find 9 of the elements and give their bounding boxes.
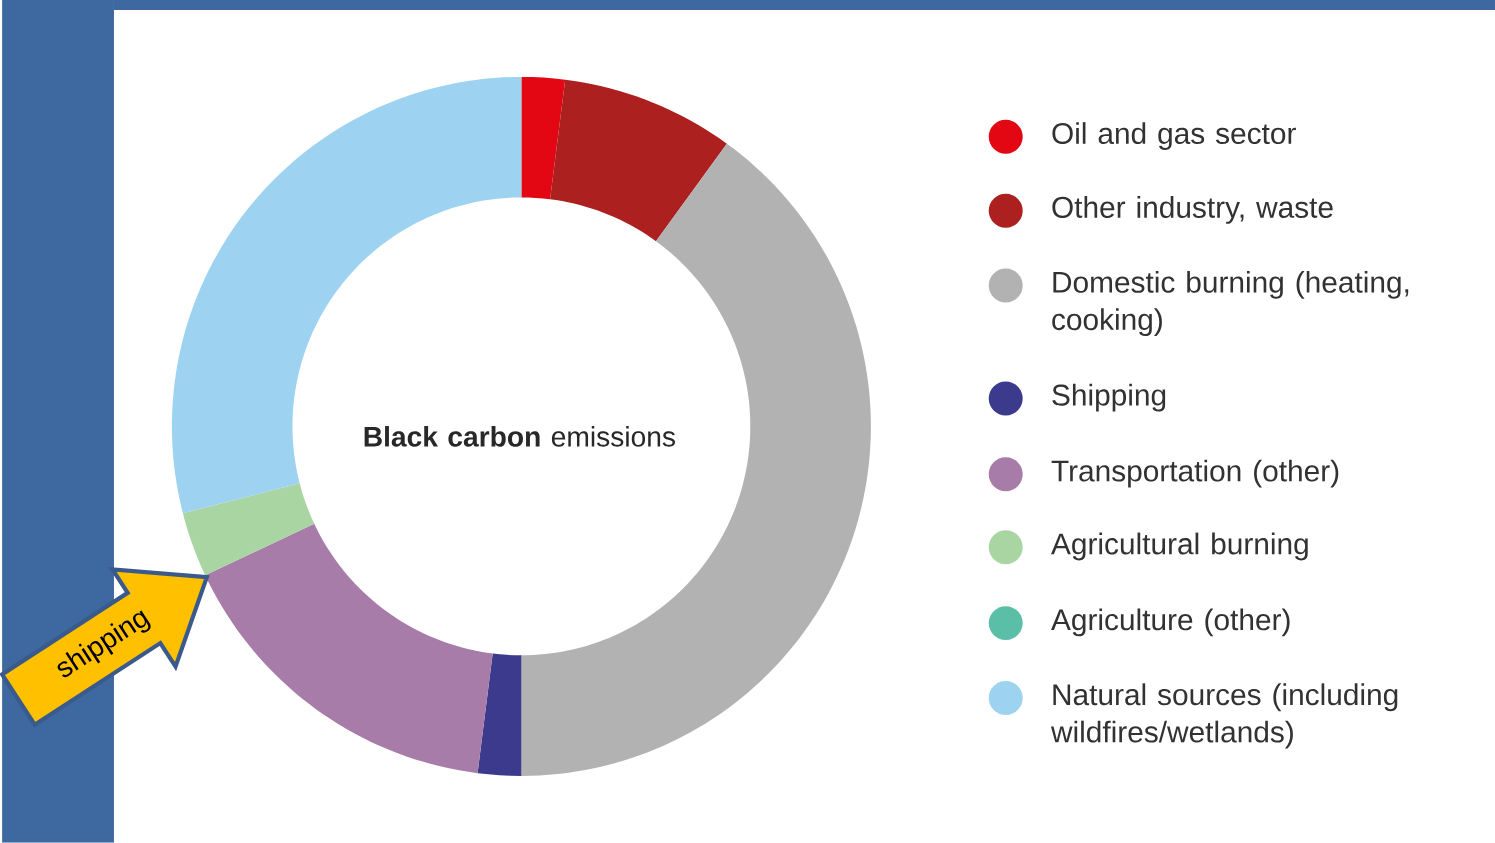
legend-label: Oil and gas sector [1052, 122, 1296, 151]
legend-label: Domestic burning (heating, cooking) [1052, 271, 1409, 337]
legend-label: Other industry, waste [1052, 196, 1333, 224]
legend-label: Agricultural burning [1051, 532, 1308, 561]
legend-label: Agriculture (other) [1051, 608, 1290, 637]
text: Black carbon emissions [364, 426, 675, 447]
legend-label: Transportation (other) [1051, 459, 1339, 488]
legend-label: Natural sources (including wildfires/wetlands) [1050, 683, 1398, 749]
legend-label: Shipping [1052, 383, 1166, 412]
